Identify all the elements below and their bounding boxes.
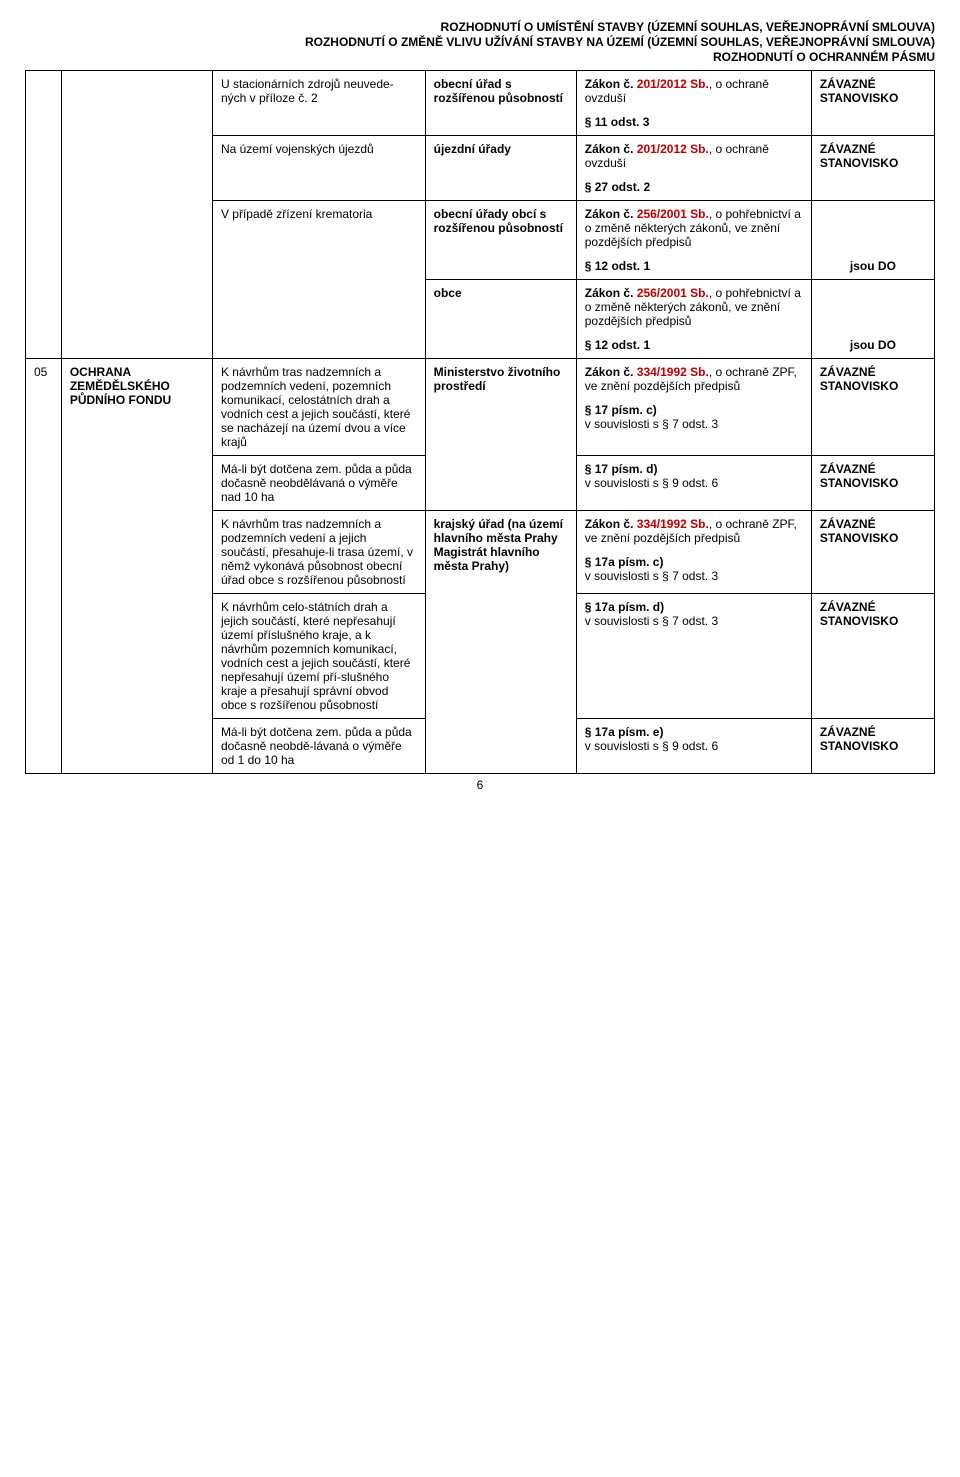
- cell-law: § 17a písm. e)v souvislosti s § 9 odst. …: [576, 719, 811, 774]
- table-row: 05 OCHRANA ZEMĚDĚLSKÉHO PŮDNÍHO FONDU K …: [26, 359, 935, 456]
- header-3: ROZHODNUTÍ O OCHRANNÉM PÁSMU: [25, 50, 935, 64]
- cell-topic: OCHRANA ZEMĚDĚLSKÉHO PŮDNÍHO FONDU: [61, 359, 212, 774]
- cell-status: ZÁVAZNÉ STANOVISKO: [811, 511, 934, 594]
- cell-status: ZÁVAZNÉ STANOVISKO: [811, 136, 934, 201]
- cell-status: ZÁVAZNÉ STANOVISKO: [811, 594, 934, 719]
- cell-desc: K návrhům celo-státních drah a jejich so…: [212, 594, 425, 719]
- cell-law: Zákon č. 256/2001 Sb., o pohřebnictví a …: [576, 201, 811, 280]
- cell-desc: Má-li být dotčena zem. půda a půda dočas…: [212, 456, 425, 511]
- cell-law: Zákon č. 334/1992 Sb., o ochraně ZPF, ve…: [576, 511, 811, 594]
- cell-law: Zákon č. 201/2012 Sb., o ochraně ovzduší…: [576, 136, 811, 201]
- cell-law: Zákon č. 201/2012 Sb., o ochraně ovzduší…: [576, 71, 811, 136]
- cell-status: jsou DO: [811, 280, 934, 359]
- cell-law: Zákon č. 256/2001 Sb., o pohřebnictví a …: [576, 280, 811, 359]
- table-row: U stacionárních zdrojů neuvede-ných v př…: [26, 71, 935, 136]
- cell-desc: K návrhům tras nadzemních a podzemních v…: [212, 359, 425, 456]
- cell-authority: obce: [425, 280, 576, 359]
- cell-desc: V případě zřízení krematoria: [212, 201, 425, 359]
- page-headers: ROZHODNUTÍ O UMÍSTĚNÍ STAVBY (ÚZEMNÍ SOU…: [25, 20, 935, 64]
- cell-authority: krajský úřad (na území hlavního města Pr…: [425, 511, 576, 774]
- cell-desc: U stacionárních zdrojů neuvede-ných v př…: [212, 71, 425, 136]
- cell-status: ZÁVAZNÉ STANOVISKO: [811, 71, 934, 136]
- cell-authority: Ministerstvo životního prostředí: [425, 359, 576, 511]
- cell-num: 05: [26, 359, 62, 774]
- cell-law: § 17 písm. d)v souvislosti s § 9 odst. 6: [576, 456, 811, 511]
- cell-desc: K návrhům tras nadzemních a podzemních v…: [212, 511, 425, 594]
- main-table: U stacionárních zdrojů neuvede-ných v př…: [25, 70, 935, 774]
- cell-authority: újezdní úřady: [425, 136, 576, 201]
- header-1: ROZHODNUTÍ O UMÍSTĚNÍ STAVBY (ÚZEMNÍ SOU…: [25, 20, 935, 34]
- header-2: ROZHODNUTÍ O ZMĚNĚ VLIVU UŽÍVÁNÍ STAVBY …: [25, 35, 935, 49]
- cell-status: ZÁVAZNÉ STANOVISKO: [811, 719, 934, 774]
- cell-topic: [61, 71, 212, 359]
- cell-num: [26, 71, 62, 359]
- cell-status: ZÁVAZNÉ STANOVISKO: [811, 359, 934, 456]
- cell-authority: obecní úřad s rozšířenou působností: [425, 71, 576, 136]
- cell-law: § 17a písm. d)v souvislosti s § 7 odst. …: [576, 594, 811, 719]
- cell-desc: Má-li být dotčena zem. půda a půda dočas…: [212, 719, 425, 774]
- cell-status: jsou DO: [811, 201, 934, 280]
- cell-status: ZÁVAZNÉ STANOVISKO: [811, 456, 934, 511]
- cell-desc: Na území vojenských újezdů: [212, 136, 425, 201]
- cell-law: Zákon č. 334/1992 Sb., o ochraně ZPF, ve…: [576, 359, 811, 456]
- cell-authority: obecní úřady obcí s rozšířenou působnost…: [425, 201, 576, 280]
- page-number: 6: [25, 778, 935, 792]
